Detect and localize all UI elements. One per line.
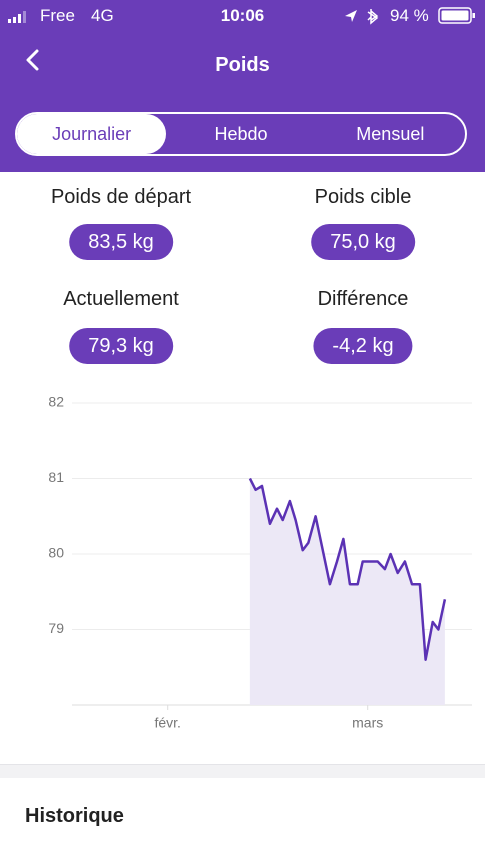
stat-label: Poids cible (314, 186, 412, 208)
tab[interactable]: Journalier (17, 114, 167, 154)
carrier: Free (40, 6, 75, 25)
y-tick-label: 82 (48, 394, 64, 410)
stat-label: Actuellement (63, 288, 179, 310)
y-tick-label: 79 (48, 620, 64, 636)
separator (0, 764, 485, 778)
clock: 10:06 (220, 6, 265, 25)
screen-title: Poids (215, 54, 270, 76)
weight-chart: 79 80 81 82 févr. mars (48, 394, 472, 731)
stat-label: Différence (317, 288, 409, 310)
tab[interactable]: Mensuel (356, 123, 425, 144)
y-tick-label: 80 (48, 545, 64, 561)
stat-value: -4,2 kg (313, 328, 413, 364)
x-tick-label: févr. (154, 715, 180, 731)
stat-label: Poids de départ (50, 186, 192, 208)
y-tick-label: 81 (48, 469, 64, 485)
stat-value: 83,5 kg (69, 224, 173, 260)
x-tick-label: mars (352, 715, 383, 731)
line (248, 477, 447, 661)
back-button[interactable] (22, 48, 44, 74)
segmented-control: Journalier Hebdo Mensuel (15, 112, 467, 156)
stat-value: 79,3 kg (69, 328, 173, 364)
location-bluetooth-icons (345, 9, 379, 25)
signal-icon (8, 11, 26, 23)
network: 4G (91, 6, 114, 25)
tab[interactable]: Hebdo (214, 123, 268, 144)
section-title: Historique (25, 805, 124, 827)
battery-text: 94 % (390, 6, 429, 25)
stat-value: 75,0 kg (311, 224, 415, 260)
battery-icon (438, 7, 475, 24)
